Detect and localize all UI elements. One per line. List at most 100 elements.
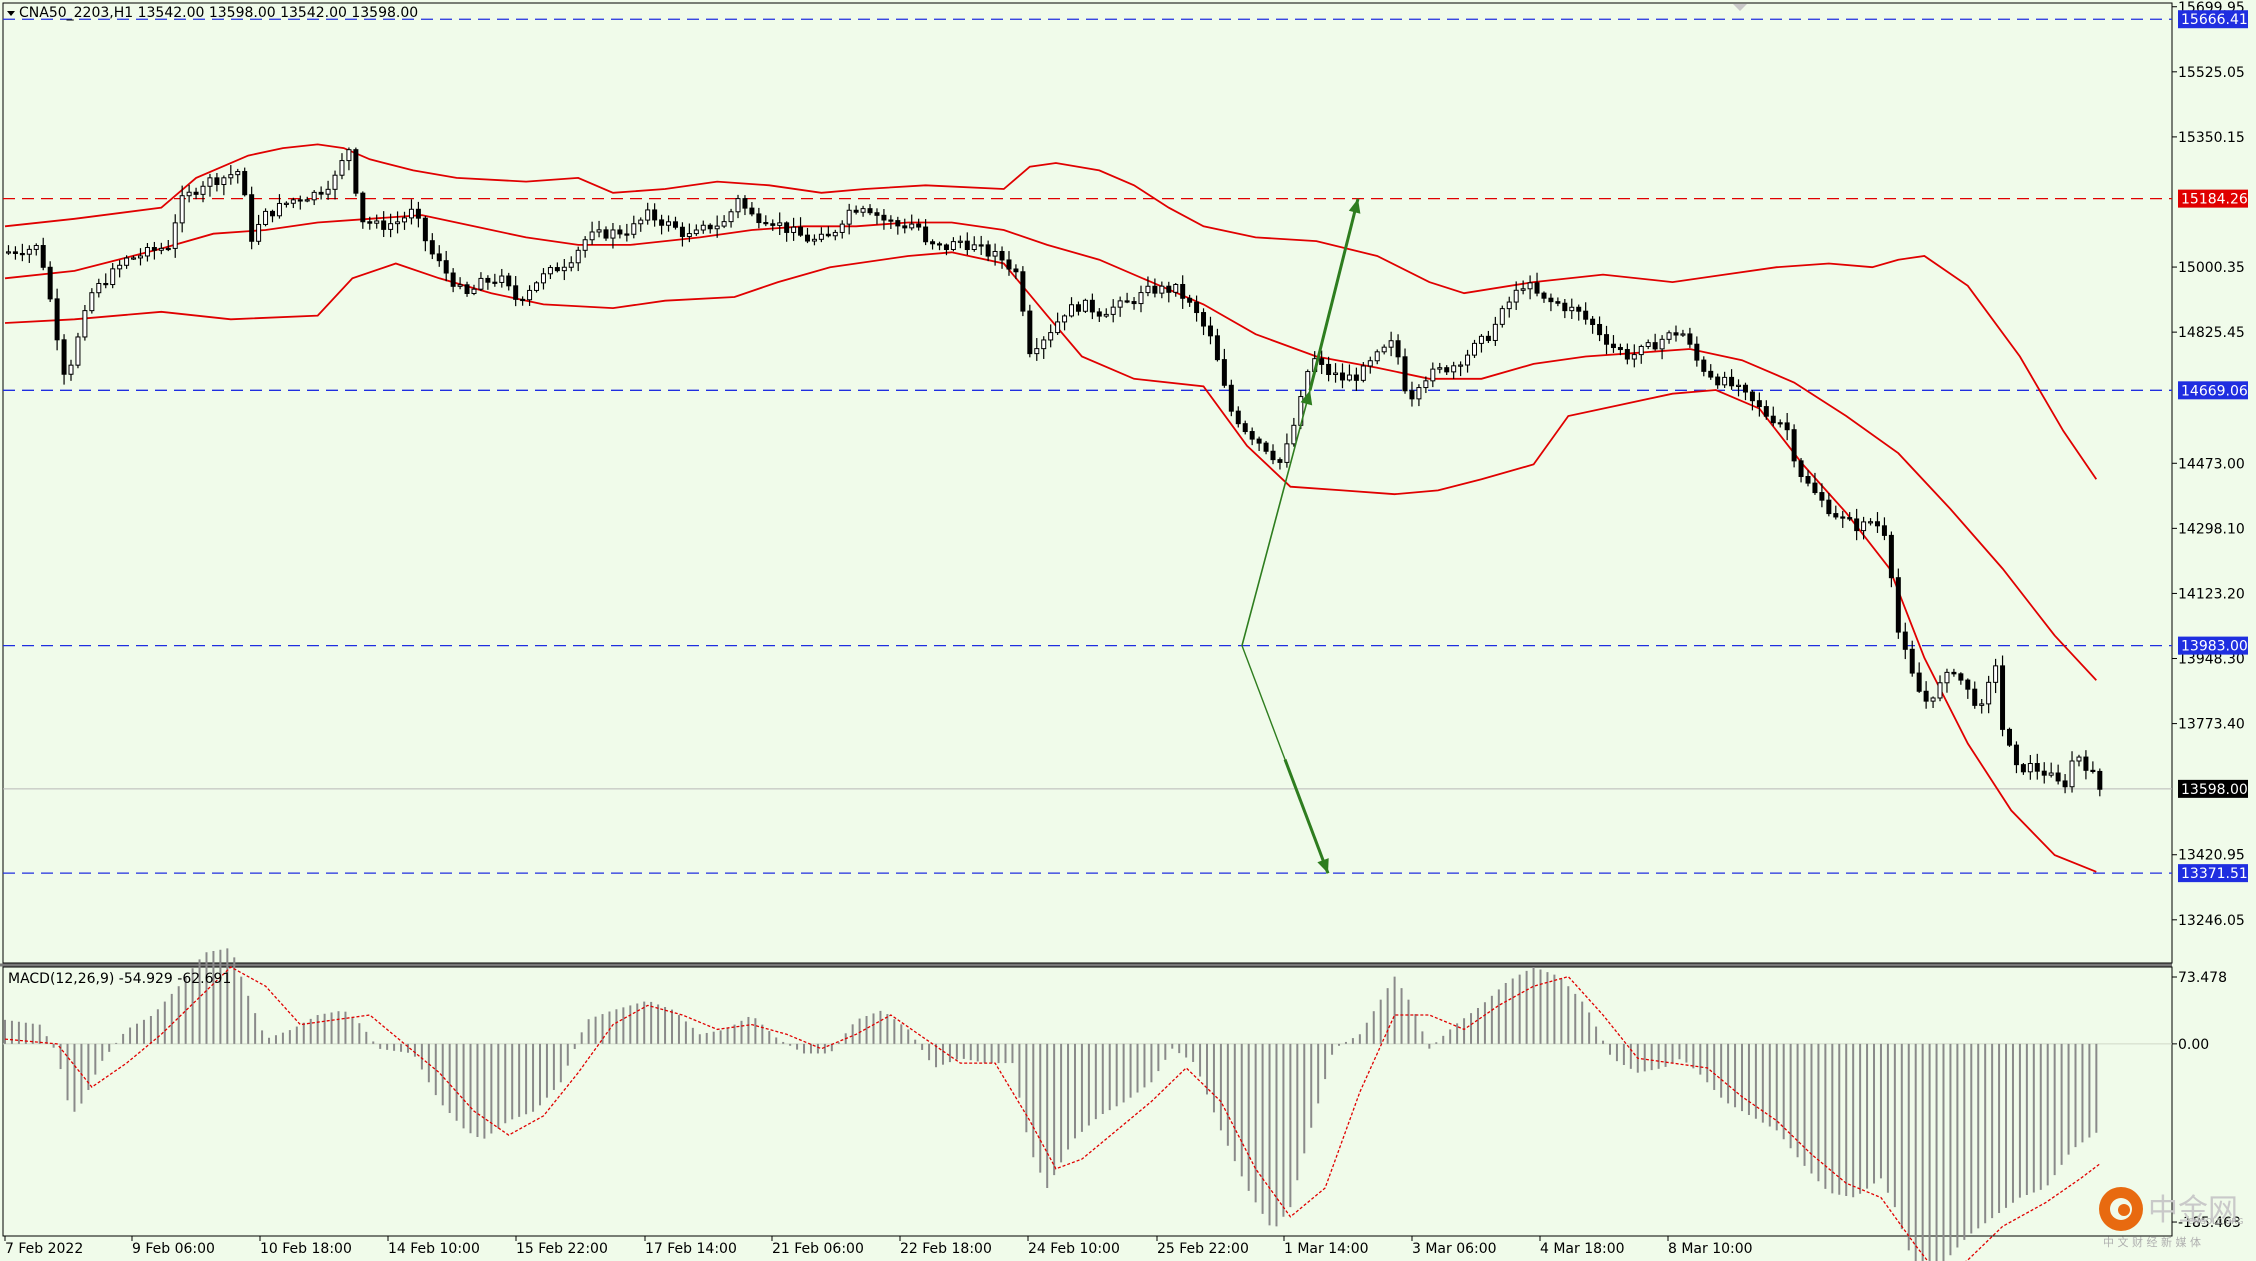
- candle-body: [1673, 332, 1679, 336]
- candle-body: [235, 171, 241, 176]
- candle-body: [1395, 340, 1401, 358]
- candle-body: [1194, 301, 1200, 314]
- candle-body: [332, 174, 338, 190]
- candle-body: [256, 223, 262, 242]
- candle-body: [895, 220, 901, 227]
- bollinger-upper-band: [4, 143, 2098, 480]
- candle-body: [2055, 772, 2061, 782]
- candle-body: [930, 241, 936, 245]
- level-tag-label: 14669.06: [2181, 383, 2248, 399]
- candle-body: [1610, 343, 1616, 349]
- candle-body: [1409, 390, 1415, 400]
- candle-body: [1909, 648, 1915, 674]
- candle-body: [888, 219, 894, 222]
- candle-body: [589, 231, 595, 241]
- candle-body: [1075, 304, 1081, 312]
- candle-body: [1916, 672, 1922, 692]
- main-plot-border: [2, 2, 2173, 964]
- candle-body: [1159, 285, 1165, 294]
- candle-body: [1201, 312, 1207, 327]
- macd-plot-border: [2, 966, 2173, 1237]
- time-tick-label: 15 Feb 22:00: [516, 1241, 608, 1257]
- candle-body: [304, 199, 310, 202]
- candle-body: [2020, 764, 2026, 773]
- candle-body: [1687, 333, 1693, 345]
- candle-body: [485, 277, 491, 283]
- candle-body: [1242, 423, 1248, 433]
- candle-body: [1472, 342, 1478, 356]
- time-tick-label: 1 Mar 14:00: [1284, 1241, 1369, 1257]
- shift-marker-icon[interactable]: [1733, 4, 1747, 11]
- candle-body: [1840, 516, 1846, 519]
- time-tick-label: 21 Feb 06:00: [772, 1241, 864, 1257]
- candle-body: [402, 217, 408, 223]
- candle-body: [1319, 358, 1325, 365]
- candle-body: [1854, 518, 1860, 532]
- candle-body: [1604, 334, 1610, 345]
- candle-body: [395, 221, 401, 225]
- candle-body: [1485, 335, 1491, 341]
- candle-body: [1749, 391, 1755, 402]
- candle-body: [1187, 297, 1193, 303]
- candle-body: [1986, 681, 1992, 705]
- level-tag-box: [2178, 636, 2248, 655]
- candle-body: [2027, 763, 2033, 773]
- candle-body: [582, 239, 588, 251]
- candle-body: [1868, 521, 1874, 524]
- candle-body: [311, 191, 317, 201]
- candle-body: [1249, 431, 1255, 440]
- candle-body: [1048, 332, 1054, 341]
- candle-body: [1888, 534, 1894, 579]
- candle-body: [547, 267, 553, 275]
- time-axis[interactable]: 7 Feb 2022 9 Feb 06:00 10 Feb 18:00 14 Feb …: [4, 1236, 1753, 1257]
- candle-body: [214, 177, 220, 186]
- candle-body: [825, 233, 831, 237]
- time-tick-label: 10 Feb 18:00: [260, 1241, 352, 1257]
- candle-body: [909, 223, 915, 229]
- candle-body: [1555, 301, 1561, 304]
- candle-body: [679, 226, 685, 237]
- candle-body: [1777, 422, 1783, 425]
- candle-body: [1020, 271, 1026, 312]
- time-tick-label: 17 Feb 14:00: [645, 1241, 737, 1257]
- candle-body: [575, 249, 581, 264]
- candle-body: [1117, 300, 1123, 308]
- candle-body: [1680, 333, 1686, 336]
- candle-body: [457, 284, 463, 287]
- candle-body: [415, 208, 421, 219]
- level-tag-label: 15666.41: [2181, 12, 2248, 28]
- level-tag-box: [2178, 10, 2248, 29]
- time-tick-label: 7 Feb 2022: [5, 1241, 83, 1257]
- candle-body: [374, 220, 380, 224]
- collapse-triangle-icon[interactable]: [7, 11, 15, 16]
- level-tag-label: 13983.00: [2181, 639, 2248, 655]
- candle-body: [2013, 744, 2019, 766]
- candle-body: [721, 221, 727, 227]
- watermark-site: CNGOLD.ORG: [2188, 1217, 2243, 1226]
- candle-body: [1902, 631, 1908, 650]
- candle-body: [1180, 283, 1186, 299]
- candle-body: [624, 233, 630, 236]
- candle-body: [756, 213, 762, 224]
- candle-body: [1478, 335, 1484, 344]
- candle-body: [534, 282, 540, 291]
- candle-body: [1736, 384, 1742, 387]
- forecast-down-arrow-head-icon: [1317, 858, 1329, 874]
- candle-body: [860, 208, 866, 213]
- candle-body: [1562, 302, 1568, 312]
- candle-body: [228, 174, 234, 179]
- candle-body: [1423, 380, 1429, 389]
- candle-body: [666, 221, 672, 226]
- candle-body: [388, 223, 394, 230]
- candle-body: [221, 177, 227, 186]
- chart-header: CNA50_2203,H1 13542.00 13598.00 13542.00…: [7, 4, 1747, 987]
- candle-body: [47, 266, 53, 300]
- candle-body: [1055, 321, 1061, 334]
- candle-body: [1228, 384, 1234, 412]
- current-price-tag-box: [2178, 779, 2248, 798]
- candle-body: [1923, 690, 1929, 702]
- candle-body: [40, 245, 46, 268]
